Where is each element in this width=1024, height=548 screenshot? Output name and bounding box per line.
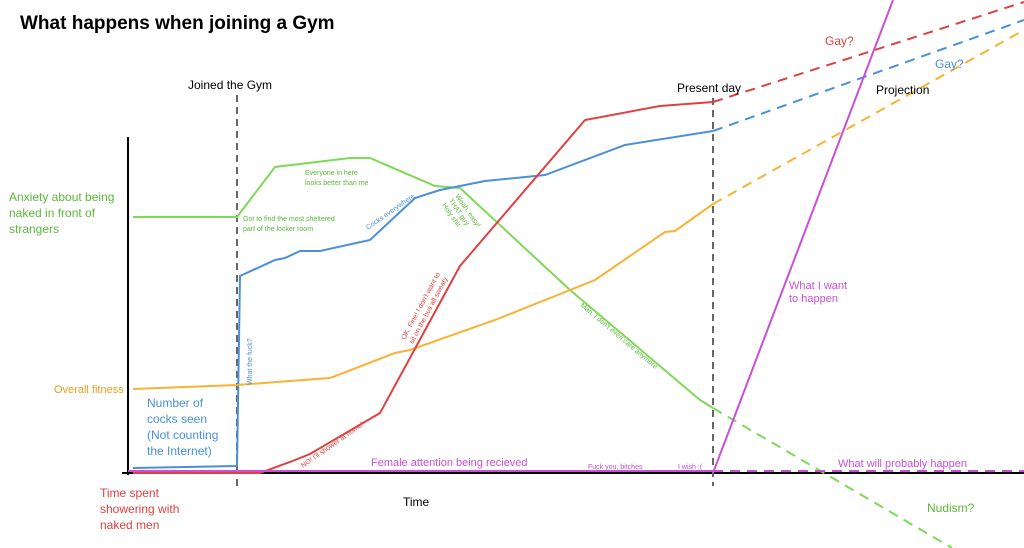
- series-label: Time spent showering with naked men: [100, 486, 179, 532]
- fitness-line: [132, 203, 714, 390]
- text-line: What I want: [789, 280, 847, 292]
- annotation: NO! I'll shower at home!: [300, 421, 365, 469]
- text-line: Time spent: [100, 486, 160, 500]
- series-label: Anxiety about being naked in front of stra…: [9, 190, 114, 236]
- annotation: Fuck you, bitches: [588, 464, 643, 471]
- text-line: looks better than me: [305, 180, 369, 187]
- text-line: naked men: [100, 518, 159, 532]
- text-line: to happen: [789, 293, 838, 305]
- annotation: Cocks everywhere: [365, 193, 416, 232]
- series-label: Overall fitness: [54, 384, 124, 396]
- anxiety-line: [133, 157, 714, 409]
- showering-line: [133, 101, 714, 474]
- marker: Projection: [876, 83, 929, 97]
- anxiety-projection: [712, 407, 953, 548]
- annotation: Gay?: [935, 57, 964, 71]
- annotation: Woah, easy!THAT guy.Holy shit: [440, 193, 481, 238]
- marker: Joined the Gym: [188, 78, 272, 92]
- lines: [122, 0, 1024, 548]
- text-line: cocks seen: [147, 412, 207, 426]
- annotation: What I want to happen: [789, 280, 847, 305]
- annotation: Nudism?: [927, 501, 975, 515]
- annotation: Gay?: [825, 34, 854, 48]
- annotation: Man, I don't even care anymore: [579, 302, 659, 371]
- text-line: naked in front of: [9, 206, 96, 220]
- text-line: (Not counting: [147, 428, 218, 442]
- labels: What happens when joining a Gym Joined t…: [9, 13, 975, 532]
- annotation: What will probably happen: [838, 458, 967, 470]
- text-line: strangers: [9, 222, 59, 236]
- annotation: What the fuck?: [247, 338, 254, 385]
- text-line: Number of: [147, 396, 204, 410]
- axis-label: Time: [403, 495, 430, 509]
- text-line: showering with: [100, 502, 179, 516]
- want-line: [712, 0, 894, 474]
- annotation: Everyone in here looks better than me: [305, 170, 369, 187]
- annotation: Got to find the most sheltered part of th…: [243, 216, 335, 233]
- text-line: Got to find the most sheltered: [243, 216, 335, 223]
- series-label: Female attention being recieved: [371, 457, 528, 469]
- cocks-projection: [712, 19, 1024, 132]
- text-line: part of the locker room: [243, 226, 313, 233]
- text-line: Everyone in here: [305, 170, 358, 177]
- annotation: I wish :(: [678, 464, 703, 471]
- fitness-projection: [712, 29, 1024, 205]
- text-line: the Internet): [147, 444, 212, 458]
- showering-projection: [712, 1, 1024, 103]
- title: What happens when joining a Gym: [20, 13, 335, 34]
- marker: Present day: [677, 81, 741, 95]
- cocks-line: [132, 130, 714, 469]
- series-label: Number of cocks seen (Not counting the Inte…: [147, 396, 218, 458]
- text-line: Anxiety about being: [9, 190, 114, 204]
- annotation: OK. Fine! I don't want tosit on the bus …: [401, 271, 450, 345]
